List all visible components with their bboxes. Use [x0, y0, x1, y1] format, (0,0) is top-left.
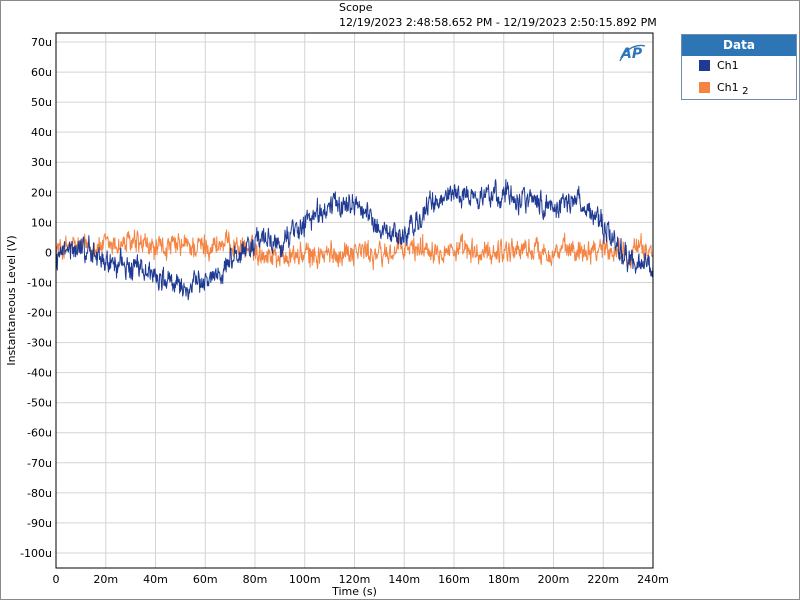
x-tick-label: 60m	[193, 573, 218, 586]
legend-swatch-ch1	[699, 60, 710, 71]
y-axis: 70u 60u 50u 40u 30u 20u 10u 0 -10u -20u -30u -40u -5…	[20, 36, 52, 560]
y-tick-label: 10u	[31, 216, 52, 229]
y-tick-label: 70u	[31, 36, 52, 49]
y-tick-label: 30u	[31, 156, 52, 169]
chart-time-range: 12/19/2023 2:48:58.652 PM - 12/19/2023 2…	[339, 16, 657, 29]
y-tick-label: 0	[45, 246, 52, 259]
series-layer	[55, 178, 654, 301]
ap-logo-text: AP	[620, 46, 643, 62]
y-tick-label: -50u	[27, 397, 52, 410]
legend-label-ch1-2-suffix: 2	[742, 86, 749, 98]
x-tick-label: 120m	[339, 573, 371, 586]
y-tick-label: 20u	[31, 186, 52, 199]
y-tick-label: 50u	[31, 96, 52, 109]
y-tick-label: -60u	[27, 427, 52, 440]
series-line-ch1	[55, 178, 654, 301]
x-tick-label: 20m	[93, 573, 118, 586]
y-tick-label: -80u	[27, 487, 52, 500]
x-axis: 0 20m 40m 60m 80m 100m 120m 140m 160m 180m 200m 220…	[53, 573, 669, 586]
y-tick-label: -10u	[27, 276, 52, 289]
legend-label-ch1-2: Ch1 2	[717, 81, 749, 99]
plot-border	[55, 32, 654, 569]
gridlines	[55, 33, 654, 568]
series-line-ch1-2	[55, 229, 654, 271]
chart-title: Scope	[339, 1, 373, 14]
legend-swatch-ch1-2	[699, 82, 710, 93]
x-tick-label: 100m	[289, 573, 321, 586]
x-tick-label: 180m	[488, 573, 520, 586]
x-tick-label: 40m	[143, 573, 168, 586]
x-tick-label: 140m	[388, 573, 420, 586]
y-tick-label: -20u	[27, 307, 52, 320]
y-axis-label: Instantaneous Level (V)	[5, 235, 18, 365]
y-tick-label: -100u	[20, 547, 52, 560]
y-tick-label: 60u	[31, 66, 52, 79]
x-tick-label: 200m	[538, 573, 570, 586]
ap-logo-icon: AP	[619, 44, 646, 62]
y-tick-label: -30u	[27, 337, 52, 350]
x-tick-label: 220m	[587, 573, 619, 586]
x-tick-label: 0	[53, 573, 60, 586]
legend-panel: Data Ch1 Ch1 2	[681, 34, 797, 100]
y-tick-label: -90u	[27, 517, 52, 530]
x-tick-label: 240m	[637, 573, 669, 586]
y-tick-label: 40u	[31, 126, 52, 139]
x-tick-label: 160m	[438, 573, 470, 586]
legend-label-ch1: Ch1	[717, 59, 739, 72]
legend-header: Data	[682, 35, 796, 56]
y-tick-label: -40u	[27, 367, 52, 380]
x-tick-label: 80m	[243, 573, 268, 586]
y-tick-label: -70u	[27, 457, 52, 470]
legend-label-ch1-2-text: Ch1	[717, 81, 743, 94]
x-axis-label: Time (s)	[331, 585, 377, 598]
